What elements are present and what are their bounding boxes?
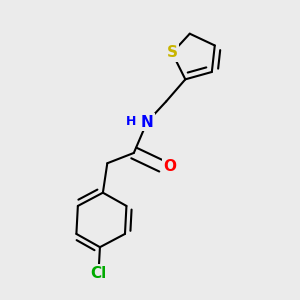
Text: Cl: Cl	[90, 266, 106, 281]
Text: S: S	[167, 45, 178, 60]
Text: O: O	[164, 159, 176, 174]
Text: H: H	[126, 115, 136, 128]
Text: N: N	[141, 115, 153, 130]
